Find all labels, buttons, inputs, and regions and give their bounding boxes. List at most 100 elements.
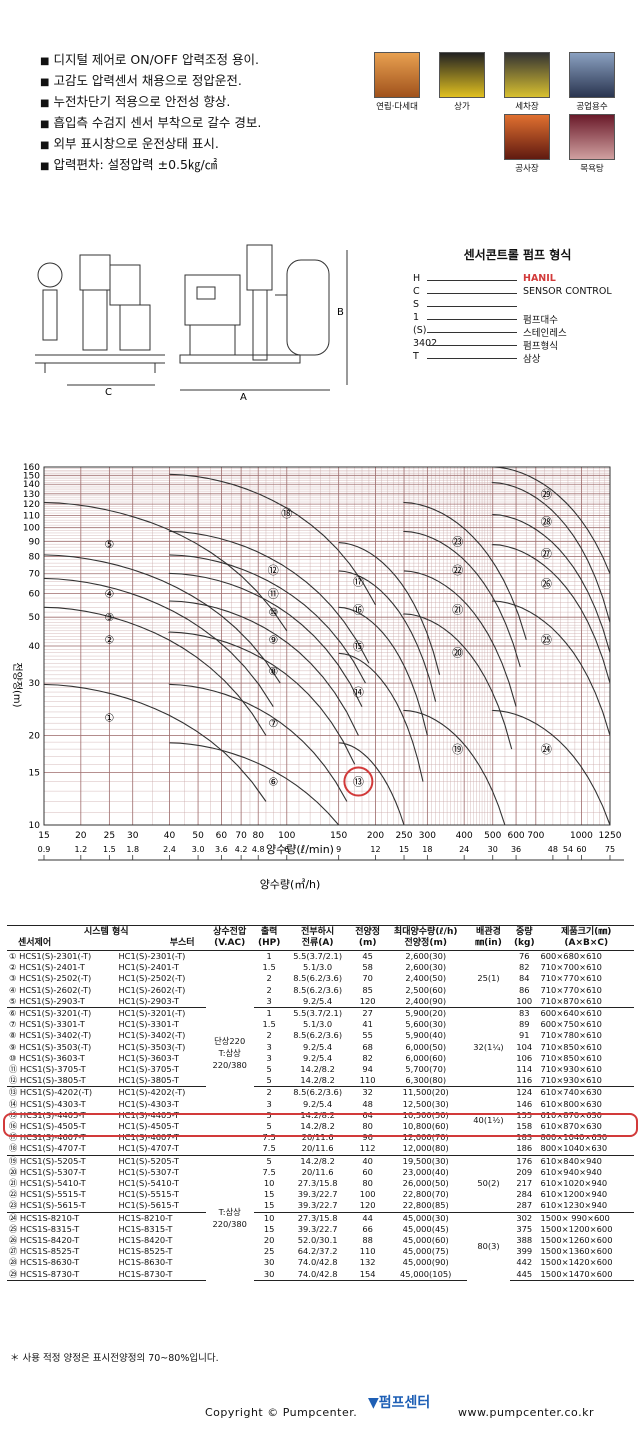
- pump-curve: [338, 742, 405, 826]
- region-label: ⑫: [268, 564, 279, 577]
- x2-tick-label: 48: [548, 845, 558, 854]
- legend-row: C SENSOR CONTROL: [413, 286, 612, 297]
- cell-current: 8.5(6.2/3.6): [293, 973, 343, 984]
- footer-url[interactable]: www.pumpcenter.co.kr: [458, 1406, 594, 1419]
- region-label: ⑬: [353, 776, 364, 789]
- y-tick-label: 40: [29, 642, 41, 652]
- cell-head: 85: [362, 984, 373, 995]
- cell-weight: 104: [516, 1041, 533, 1052]
- usage-construction: 공사장: [502, 114, 552, 174]
- cell-weight: 399: [516, 1246, 533, 1257]
- cell-head: 48: [362, 1098, 373, 1109]
- cell-current: 9.2/5.4: [303, 1098, 333, 1109]
- table-row: ⑧ HCS1(S)-3402(-T) HC1(S)-3402(-T) 2 8.5(6.…: [7, 1030, 634, 1041]
- cell-sensor-model: ⑫ HCS1(S)-3805-T: [9, 1075, 86, 1086]
- cell-head: 120: [359, 995, 376, 1006]
- x2-tick-label: 30: [488, 845, 498, 854]
- cell-voltage: 단상220 T:삼상 220/380: [205, 950, 254, 1156]
- carwash-icon: [504, 52, 550, 98]
- pump-curve: [169, 554, 366, 684]
- pump-curve: [491, 481, 611, 623]
- x2-tick-label: 75: [605, 845, 615, 854]
- cell-current: 20/11.6: [301, 1166, 334, 1177]
- legend-row: (S) 스테인레스: [413, 325, 567, 339]
- cell-max-flow: 2,500(60): [405, 984, 447, 995]
- footnote: ＊ 사용 적정 양정은 표시전양정의 70~80%입니다.: [10, 1353, 219, 1364]
- factory-icon: [569, 52, 615, 98]
- cell-power: 15: [263, 1223, 275, 1234]
- x2-tick-label: 0.9: [38, 845, 51, 854]
- cell-head: 60: [362, 1166, 373, 1177]
- usage-apartment: 연립·다세대: [372, 52, 422, 112]
- bathhouse-icon: [569, 114, 615, 160]
- x-tick-label: 60: [216, 831, 228, 841]
- region-label: ⑱: [281, 507, 292, 520]
- x2-tick-label: 1.5: [103, 845, 116, 854]
- y-tick-label: 80: [29, 553, 41, 563]
- pump-curve: [403, 570, 517, 707]
- cell-current: 5.1/3.0: [303, 962, 333, 973]
- cell-power: 5: [266, 1121, 272, 1132]
- header-flow: 최대양수량(ℓ/h) 전양정(m): [384, 925, 467, 951]
- region-label: ㉖: [541, 577, 552, 590]
- cell-weight: 445: [510, 1268, 539, 1281]
- cell-sensor-model: ② HCS1(S)-2401-T: [9, 962, 85, 973]
- pump-curve: [169, 742, 340, 826]
- cell-power: 3: [266, 1098, 272, 1109]
- cell-current: 64.2/37.2: [297, 1246, 338, 1257]
- cell-current: 8.5(6.2/3.6): [284, 1086, 351, 1099]
- region-label: ④: [104, 588, 114, 601]
- logo-icon: ▼: [368, 1395, 379, 1411]
- cell-power: 15: [263, 1200, 275, 1211]
- cell-size: 1500×1420×600: [540, 1257, 613, 1268]
- region-label: ③: [104, 611, 114, 624]
- table-row: ㉒ HCS1(S)-5515-T HC1(S)-5515-T 15 39.3/22.7…: [7, 1189, 634, 1200]
- legend-row: S: [405, 299, 630, 312]
- cell-weight: 388: [516, 1235, 533, 1246]
- cell-weight: 89: [518, 1019, 530, 1030]
- cell-size: 610×1230×940: [540, 1200, 608, 1211]
- cell-size: 1500× 990×600: [538, 1211, 634, 1224]
- dimension-c-label: C: [105, 387, 112, 398]
- pump-curve: [169, 473, 376, 606]
- cell-head: 96: [362, 1132, 373, 1143]
- cell-power: 20: [263, 1235, 275, 1246]
- cell-max-flow: 6,300(80): [405, 1075, 447, 1086]
- table-row: ㉗ HCS1S-8525-T HC1S-8525-T 25 64.2/37.2 110 4…: [7, 1246, 634, 1257]
- table-row: ⑦ HCS1(S)-3301-T HC1(S)-3301-T 1.5 5.1/3.0 4…: [7, 1019, 634, 1030]
- region-label: ㉘: [541, 515, 552, 528]
- dimension-b-label: B: [337, 307, 344, 318]
- x2-tick-label: 12: [370, 845, 380, 854]
- region-label: ㉙: [541, 488, 552, 501]
- cell-booster-model: HC1S-8630-T: [118, 1257, 173, 1268]
- cell-sensor-model: ㉕ HCS1S-8315-T: [9, 1223, 80, 1234]
- table-row: ㉕ HCS1S-8315-T HC1S-8315-T 15 39.3/22.7 66 45…: [7, 1224, 634, 1235]
- region-label: ⑯: [353, 604, 364, 617]
- cell-head: 55: [362, 1030, 373, 1041]
- cell-head: 120: [359, 1200, 376, 1211]
- cell-current: 8.5(6.2/3.6): [293, 1030, 343, 1041]
- highlight-circle: [343, 766, 374, 797]
- cell-power: 7.5: [262, 1143, 276, 1154]
- cell-sensor-model: ⑨ HCS1(S)-3503(-T): [9, 1041, 92, 1052]
- cell-current: 39.3/22.7: [297, 1189, 338, 1200]
- cell-max-flow: 6,000(50): [405, 1041, 447, 1052]
- region-label: ⑧: [268, 665, 278, 678]
- table-row: ㉓ HCS1(S)-5615-T HC1(S)-5615-T 15 39.3/22.7…: [7, 1200, 634, 1212]
- cell-power: 5: [266, 1064, 272, 1075]
- pump-curve: [338, 652, 424, 782]
- feature-list: 디지털 제어로 ON/OFF 압력조정 용이. 고감도 압력센서 채용으로 정압…: [40, 50, 380, 176]
- cell-power: 1.5: [262, 1019, 276, 1030]
- cell-sensor-model: ③ HCS1(S)-2502(-T): [9, 973, 92, 984]
- cell-current: 74.0/42.8: [297, 1257, 338, 1268]
- cell-pipe: 40(1½): [466, 1086, 511, 1156]
- cell-size: 600×750×610: [540, 1019, 602, 1030]
- table-row: ③ HCS1(S)-2502(-T) HC1(S)-2502(-T) 2 8.5(6.…: [7, 973, 634, 984]
- cell-current: 9.2/5.4: [303, 995, 333, 1006]
- x-tick-label: 50: [192, 831, 204, 841]
- cell-weight: 146: [516, 1098, 533, 1109]
- cell-sensor-model: ㉗ HCS1S-8525-T: [9, 1246, 80, 1257]
- region-label: ⑤: [104, 538, 114, 551]
- cell-current: 9.2/5.4: [303, 1041, 333, 1052]
- cell-max-flow: 12,000(80): [402, 1143, 449, 1154]
